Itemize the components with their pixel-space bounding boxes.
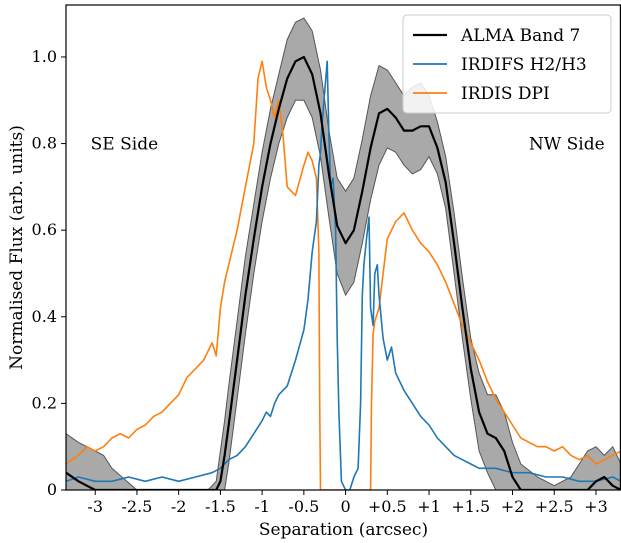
legend-label: IRDIS DPI xyxy=(461,84,550,104)
y-tick-label: 0 xyxy=(47,480,57,499)
x-axis-label: Separation (arcsec) xyxy=(259,520,428,540)
x-tick-layer: -3 -2.5 -2 -1.5 -1 -0.5 0 +0.5 +1 +1.5 +2 +2.5 +3 xyxy=(87,490,608,516)
series-layer xyxy=(66,55,621,490)
x-tick-label: +3 xyxy=(584,497,608,516)
annotation-layer: SE Side NW Side xyxy=(91,135,605,155)
band-0 xyxy=(66,17,621,490)
annotation-se-side: SE Side xyxy=(91,135,159,155)
y-tick-label: 1.0 xyxy=(32,47,57,66)
x-tick-label: +2.5 xyxy=(535,497,574,516)
series-line-0 xyxy=(66,55,621,490)
x-tick-label: -2 xyxy=(171,497,187,516)
x-tick-label: -1 xyxy=(254,497,270,516)
x-tick-label: +2 xyxy=(501,497,525,516)
series-line-2 xyxy=(66,60,621,490)
x-tick-label: -0.5 xyxy=(288,497,319,516)
y-tick-label: 0.4 xyxy=(32,307,57,326)
x-tick-label: +1.5 xyxy=(451,497,490,516)
plot-frame xyxy=(65,4,621,491)
y-tick-label: 0.2 xyxy=(32,393,57,412)
x-tick-label: -2.5 xyxy=(122,497,153,516)
x-tick-label: -1.5 xyxy=(205,497,236,516)
y-tick-layer: 0 0.2 0.4 0.6 0.8 1.0 xyxy=(32,47,66,499)
x-tick-label: +1 xyxy=(417,497,441,516)
series-line-1 xyxy=(66,60,621,490)
y-axis-label: Normalised Flux (arb. units) xyxy=(7,125,27,370)
annotation-nw-side: NW Side xyxy=(529,135,605,155)
legend-label: ALMA Band 7 xyxy=(460,26,580,46)
x-tick-label: -3 xyxy=(87,497,103,516)
uncertainty-band-layer xyxy=(66,17,621,490)
x-tick-label: +0.5 xyxy=(368,497,407,516)
legend-label: IRDIFS H2/H3 xyxy=(461,55,587,75)
y-tick-label: 0.8 xyxy=(32,134,57,153)
legend-box xyxy=(402,14,612,114)
x-tick-label: 0 xyxy=(340,497,350,516)
legend: ALMA Band 7 IRDIFS H2/H3 IRDIS DPI xyxy=(402,14,612,114)
y-tick-label: 0.6 xyxy=(32,220,57,239)
